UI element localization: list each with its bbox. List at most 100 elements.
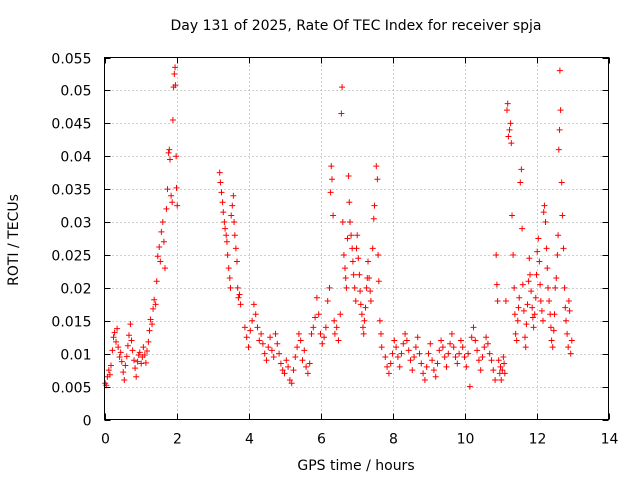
data-point: [150, 305, 157, 312]
data-point: [276, 350, 283, 357]
data-point: [518, 166, 525, 173]
data-point: [288, 380, 295, 387]
data-point: [226, 274, 233, 281]
data-point: [524, 301, 531, 308]
data-point: [129, 347, 136, 354]
data-point: [339, 84, 346, 91]
data-point: [131, 357, 138, 364]
data-point: [263, 357, 270, 364]
data-point: [369, 245, 376, 252]
data-point: [345, 172, 352, 179]
data-point: [532, 294, 539, 301]
data-point: [403, 337, 410, 344]
data-point: [252, 311, 259, 318]
data-point: [465, 350, 472, 357]
data-point: [556, 126, 563, 133]
x-tick-label: 4: [245, 432, 254, 448]
data-point: [497, 363, 504, 370]
data-point: [389, 350, 396, 357]
data-point: [367, 288, 374, 295]
data-point: [375, 251, 382, 258]
data-point: [436, 347, 443, 354]
data-point: [171, 70, 178, 77]
data-point: [136, 349, 143, 356]
data-point: [121, 377, 128, 384]
data-point: [283, 357, 290, 364]
data-point: [331, 330, 338, 337]
data-point: [542, 219, 549, 226]
y-tick-label: 0.04: [60, 150, 91, 166]
data-point: [407, 357, 414, 364]
data-point: [243, 334, 250, 341]
data-point: [329, 176, 336, 183]
data-point: [327, 189, 334, 196]
data-point: [555, 146, 562, 153]
y-tick-label: 0.05: [60, 84, 91, 100]
data-point: [234, 284, 241, 291]
data-point: [143, 348, 150, 355]
data-point: [438, 337, 445, 344]
y-tick-label: 0.035: [51, 183, 91, 199]
data-point: [220, 209, 227, 216]
data-point: [483, 334, 490, 341]
data-point: [519, 281, 526, 288]
data-point: [218, 189, 225, 196]
data-point: [520, 307, 527, 314]
data-point: [359, 324, 366, 331]
data-point: [565, 298, 572, 305]
data-point: [164, 186, 171, 193]
data-point: [529, 304, 536, 311]
data-point: [545, 284, 552, 291]
data-point: [474, 347, 481, 354]
data-point: [443, 363, 450, 370]
data-point: [141, 351, 148, 358]
data-point: [152, 301, 159, 308]
data-point: [290, 367, 297, 374]
data-point: [470, 324, 477, 331]
data-point: [507, 120, 514, 127]
data-point: [374, 176, 381, 183]
data-point: [563, 317, 570, 324]
data-point: [115, 344, 122, 351]
data-point: [313, 294, 320, 301]
data-point: [166, 146, 173, 153]
data-point: [169, 199, 176, 206]
data-point: [258, 330, 265, 337]
data-point: [360, 330, 367, 337]
data-point: [107, 362, 114, 369]
data-point: [328, 163, 335, 170]
data-point: [450, 344, 457, 351]
data-point: [351, 284, 358, 291]
data-point: [331, 317, 338, 324]
chart-title: Day 131 of 2025, Rate Of TEC Index for r…: [170, 18, 541, 34]
data-point: [412, 344, 419, 351]
data-point: [521, 334, 528, 341]
data-point: [425, 350, 432, 357]
data-point: [222, 225, 229, 232]
data-point: [117, 349, 124, 356]
data-point: [343, 284, 350, 291]
data-point: [499, 367, 506, 374]
data-point: [249, 317, 256, 324]
data-point: [505, 133, 512, 140]
data-point: [501, 370, 508, 377]
data-point: [355, 255, 362, 262]
data-point: [516, 294, 523, 301]
data-point: [553, 274, 560, 281]
data-point: [259, 340, 266, 347]
data-point: [560, 245, 567, 252]
y-tick-label: 0.03: [60, 216, 91, 232]
data-point: [475, 357, 482, 364]
data-point: [439, 344, 446, 351]
data-point: [147, 316, 154, 323]
data-point: [299, 357, 306, 364]
data-point: [358, 311, 365, 318]
data-point: [555, 232, 562, 239]
data-point: [512, 330, 519, 337]
data-point: [134, 358, 141, 365]
data-point: [324, 298, 331, 305]
data-point: [138, 360, 145, 367]
data-point: [502, 298, 509, 305]
data-point: [550, 327, 557, 334]
